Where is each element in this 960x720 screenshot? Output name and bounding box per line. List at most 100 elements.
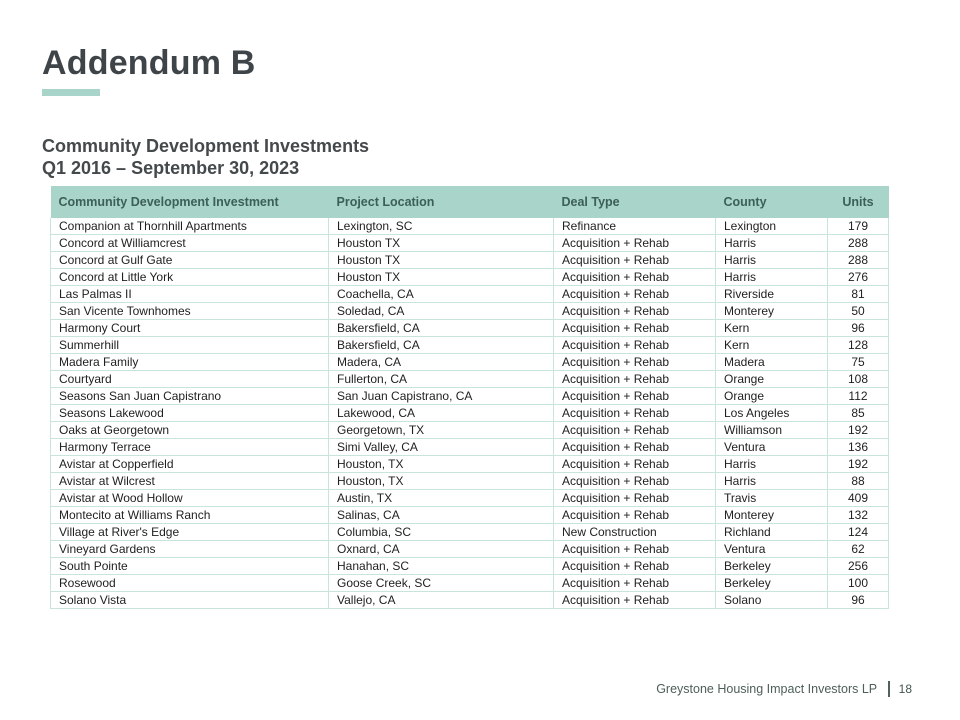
cell-units: 276 <box>827 268 889 286</box>
cell-location: Houston, TX <box>328 455 554 473</box>
investments-table: Community Development Investment Project… <box>50 186 889 609</box>
cell-investment: Vineyard Gardens <box>50 540 329 558</box>
table-row: Seasons Lakewood Lakewood, CA Acquisition … <box>50 404 889 422</box>
cell-location: Fullerton, CA <box>328 370 554 388</box>
cell-units: 192 <box>827 455 889 473</box>
table-row: Vineyard Gardens Oxnard, CA Acquisition + … <box>50 540 889 558</box>
cell-county: Harris <box>715 234 828 252</box>
cell-deal-type: Acquisition + Rehab <box>553 370 716 388</box>
cell-location: Oxnard, CA <box>328 540 554 558</box>
table-row: San Vicente Townhomes Soledad, CA Acquisit… <box>50 302 889 320</box>
cell-deal-type: Acquisition + Rehab <box>553 353 716 371</box>
cell-investment: Avistar at Wilcrest <box>50 472 329 490</box>
cell-location: Houston TX <box>328 234 554 252</box>
cell-deal-type: Acquisition + Rehab <box>553 540 716 558</box>
footer-divider <box>888 681 890 697</box>
cell-deal-type: Acquisition + Rehab <box>553 302 716 320</box>
cell-units: 128 <box>827 336 889 354</box>
cell-investment: Courtyard <box>50 370 329 388</box>
cell-location: Georgetown, TX <box>328 421 554 439</box>
cell-units: 192 <box>827 421 889 439</box>
column-header-investment: Community Development Investment <box>50 186 329 218</box>
cell-location: Houston TX <box>328 268 554 286</box>
cell-county: Riverside <box>715 285 828 303</box>
cell-location: Bakersfield, CA <box>328 319 554 337</box>
cell-units: 88 <box>827 472 889 490</box>
cell-deal-type: Acquisition + Rehab <box>553 336 716 354</box>
cell-investment: Seasons Lakewood <box>50 404 329 422</box>
cell-county: Orange <box>715 387 828 405</box>
table-row: Madera Family Madera, CA Acquisition + Reh… <box>50 353 889 371</box>
cell-units: 85 <box>827 404 889 422</box>
cell-deal-type: Acquisition + Rehab <box>553 268 716 286</box>
subtitle-line-1: Community Development Investments <box>42 136 370 156</box>
cell-investment: Companion at Thornhill Apartments <box>50 218 329 235</box>
page-number: 18 <box>898 682 912 696</box>
cell-county: Harris <box>715 455 828 473</box>
cell-deal-type: Acquisition + Rehab <box>553 591 716 609</box>
table-row: Rosewood Goose Creek, SC Acquisition + Reh… <box>50 574 889 592</box>
cell-county: Monterey <box>715 506 828 524</box>
cell-location: Austin, TX <box>328 489 554 507</box>
cell-deal-type: Acquisition + Rehab <box>553 455 716 473</box>
slide-footer: Greystone Housing Impact Investors LP 18 <box>656 681 912 697</box>
cell-deal-type: Acquisition + Rehab <box>553 438 716 456</box>
cell-units: 409 <box>827 489 889 507</box>
table-row: Avistar at Copperfield Houston, TX Acquisi… <box>50 455 889 473</box>
cell-location: Lexington, SC <box>328 218 554 235</box>
table-row: Concord at Williamcrest Houston TX Acquisi… <box>50 234 889 252</box>
cell-county: Kern <box>715 319 828 337</box>
cell-units: 132 <box>827 506 889 524</box>
cell-county: Williamson <box>715 421 828 439</box>
cell-location: Madera, CA <box>328 353 554 371</box>
cell-investment: Rosewood <box>50 574 329 592</box>
cell-location: Soledad, CA <box>328 302 554 320</box>
cell-units: 81 <box>827 285 889 303</box>
cell-county: Harris <box>715 251 828 269</box>
cell-location: Simi Valley, CA <box>328 438 554 456</box>
table-row: Companion at Thornhill Apartments Lexingt… <box>50 218 889 235</box>
table-row: Seasons San Juan Capistrano San Juan Capi… <box>50 387 889 405</box>
cell-county: Kern <box>715 336 828 354</box>
cell-units: 288 <box>827 251 889 269</box>
cell-deal-type: Acquisition + Rehab <box>553 319 716 337</box>
cell-units: 62 <box>827 540 889 558</box>
cell-units: 108 <box>827 370 889 388</box>
cell-investment: Concord at Gulf Gate <box>50 251 329 269</box>
table-row: South Pointe Hanahan, SC Acquisition + Reh… <box>50 557 889 575</box>
title-accent-bar <box>42 89 100 96</box>
cell-units: 75 <box>827 353 889 371</box>
cell-location: Bakersfield, CA <box>328 336 554 354</box>
cell-county: Solano <box>715 591 828 609</box>
cell-county: Lexington <box>715 218 828 235</box>
cell-location: Houston TX <box>328 251 554 269</box>
cell-location: Houston, TX <box>328 472 554 490</box>
cell-county: Travis <box>715 489 828 507</box>
cell-deal-type: Acquisition + Rehab <box>553 387 716 405</box>
subtitle-line-2: Q1 2016 – September 30, 2023 <box>42 158 300 178</box>
cell-location: Columbia, SC <box>328 523 554 541</box>
table-row: Avistar at Wood Hollow Austin, TX Acquisit… <box>50 489 889 507</box>
cell-county: Madera <box>715 353 828 371</box>
page-title: Addendum B <box>42 44 256 82</box>
cell-units: 124 <box>827 523 889 541</box>
cell-deal-type: Acquisition + Rehab <box>553 404 716 422</box>
cell-units: 136 <box>827 438 889 456</box>
cell-investment: Harmony Court <box>50 319 329 337</box>
cell-units: 288 <box>827 234 889 252</box>
cell-units: 100 <box>827 574 889 592</box>
cell-units: 112 <box>827 387 889 405</box>
cell-location: Lakewood, CA <box>328 404 554 422</box>
cell-deal-type: Acquisition + Rehab <box>553 506 716 524</box>
cell-investment: San Vicente Townhomes <box>50 302 329 320</box>
table-row: Montecito at Williams Ranch Salinas, CA Ac… <box>50 506 889 524</box>
cell-investment: Summerhill <box>50 336 329 354</box>
cell-deal-type: Acquisition + Rehab <box>553 472 716 490</box>
cell-county: Harris <box>715 472 828 490</box>
cell-investment: Village at River's Edge <box>50 523 329 541</box>
cell-county: Monterey <box>715 302 828 320</box>
table-row: Harmony Court Bakersfield, CA Acquisition … <box>50 319 889 337</box>
cell-investment: Las Palmas II <box>50 285 329 303</box>
table-row: Concord at Gulf Gate Houston TX Acquisitio… <box>50 251 889 269</box>
